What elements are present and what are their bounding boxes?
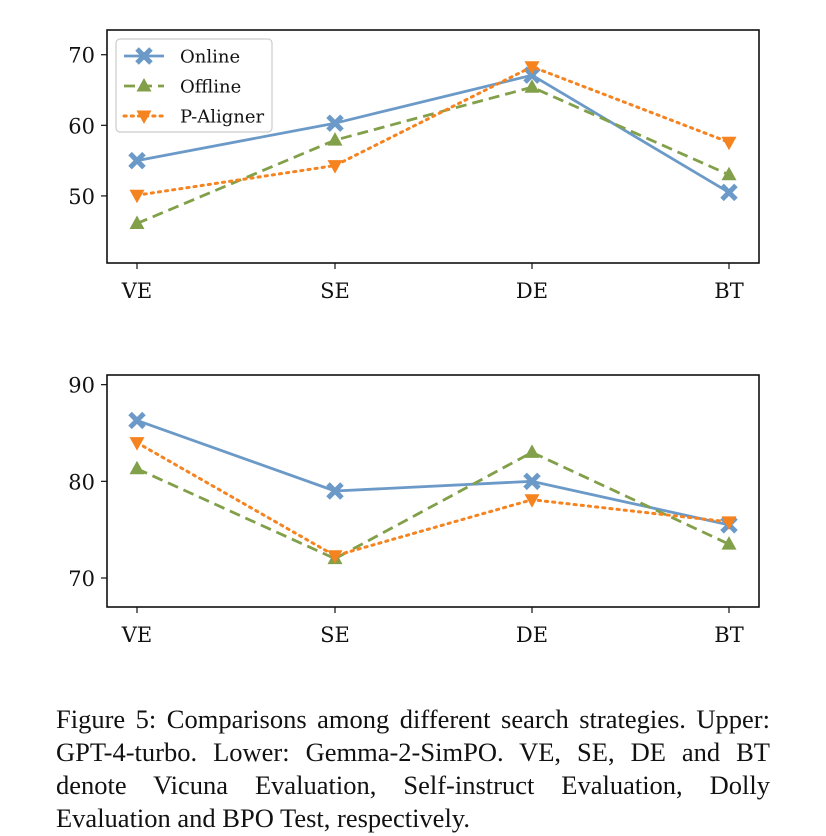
point-p-aligner — [721, 516, 737, 530]
legend-label-offline: Offline — [180, 77, 241, 98]
point-p-aligner — [327, 550, 343, 564]
x-tick-label: DE — [516, 279, 548, 303]
point-offline — [129, 215, 145, 229]
series-line-p-aligner — [135, 441, 731, 558]
point-online — [523, 472, 541, 491]
point-offline — [524, 444, 540, 458]
point-online — [128, 411, 146, 430]
chart-lower: 70 80 90 VE SE DE BT — [68, 374, 760, 647]
series-line-offline — [136, 85, 730, 225]
point-online — [326, 114, 344, 132]
plot-frame — [106, 374, 760, 608]
x-tick-label: VE — [121, 279, 153, 303]
x-tick-label: BT — [714, 623, 743, 647]
point-online — [720, 183, 738, 202]
x-tick-label: SE — [320, 279, 350, 303]
legend-label-p-aligner: P-Aligner — [180, 107, 264, 128]
chart-upper: 50 60 70 VE SE DE BT Online Offline P-Aligner — [68, 29, 760, 303]
x-tick-label: DE — [516, 623, 548, 647]
point-offline — [129, 460, 145, 475]
series-line-offline — [136, 450, 730, 561]
point-p-aligner — [524, 494, 540, 508]
point-offline — [721, 166, 737, 181]
y-tick-label: 70 — [68, 567, 95, 591]
point-offline — [327, 132, 343, 146]
legend-marker-offline — [136, 78, 152, 92]
point-online — [326, 482, 344, 500]
y-tick-label: 70 — [68, 44, 95, 68]
x-tick-label: VE — [121, 623, 153, 647]
figure: 50 60 70 VE SE DE BT Online Offline P-Aligner 70 80… — [68, 29, 760, 647]
series-line-online — [136, 419, 730, 527]
point-online — [128, 151, 146, 170]
x-tick-label: SE — [320, 623, 350, 647]
series-line-online — [136, 73, 730, 194]
legend-marker-p-aligner — [136, 110, 152, 124]
y-tick-label: 80 — [68, 470, 95, 494]
legend-box — [115, 38, 273, 133]
y-tick-label: 90 — [68, 374, 95, 398]
point-online — [523, 66, 541, 84]
point-p-aligner — [524, 61, 540, 75]
point-p-aligner — [129, 437, 145, 451]
point-offline — [721, 536, 737, 550]
figure-caption: Figure 5: Comparisons among different se… — [56, 703, 770, 833]
x-tick-label: BT — [714, 279, 743, 303]
legend-marker-online — [135, 47, 153, 65]
y-tick-label: 50 — [68, 185, 95, 209]
point-p-aligner — [721, 136, 737, 151]
plot-frame — [106, 29, 760, 264]
legend-label-online: Online — [180, 47, 240, 68]
series-line-p-aligner — [135, 65, 731, 197]
point-p-aligner — [129, 189, 145, 204]
y-tick-label: 60 — [68, 114, 95, 138]
point-p-aligner — [327, 160, 343, 174]
legend: Online Offline P-Aligner — [115, 38, 273, 133]
point-offline — [524, 79, 540, 93]
